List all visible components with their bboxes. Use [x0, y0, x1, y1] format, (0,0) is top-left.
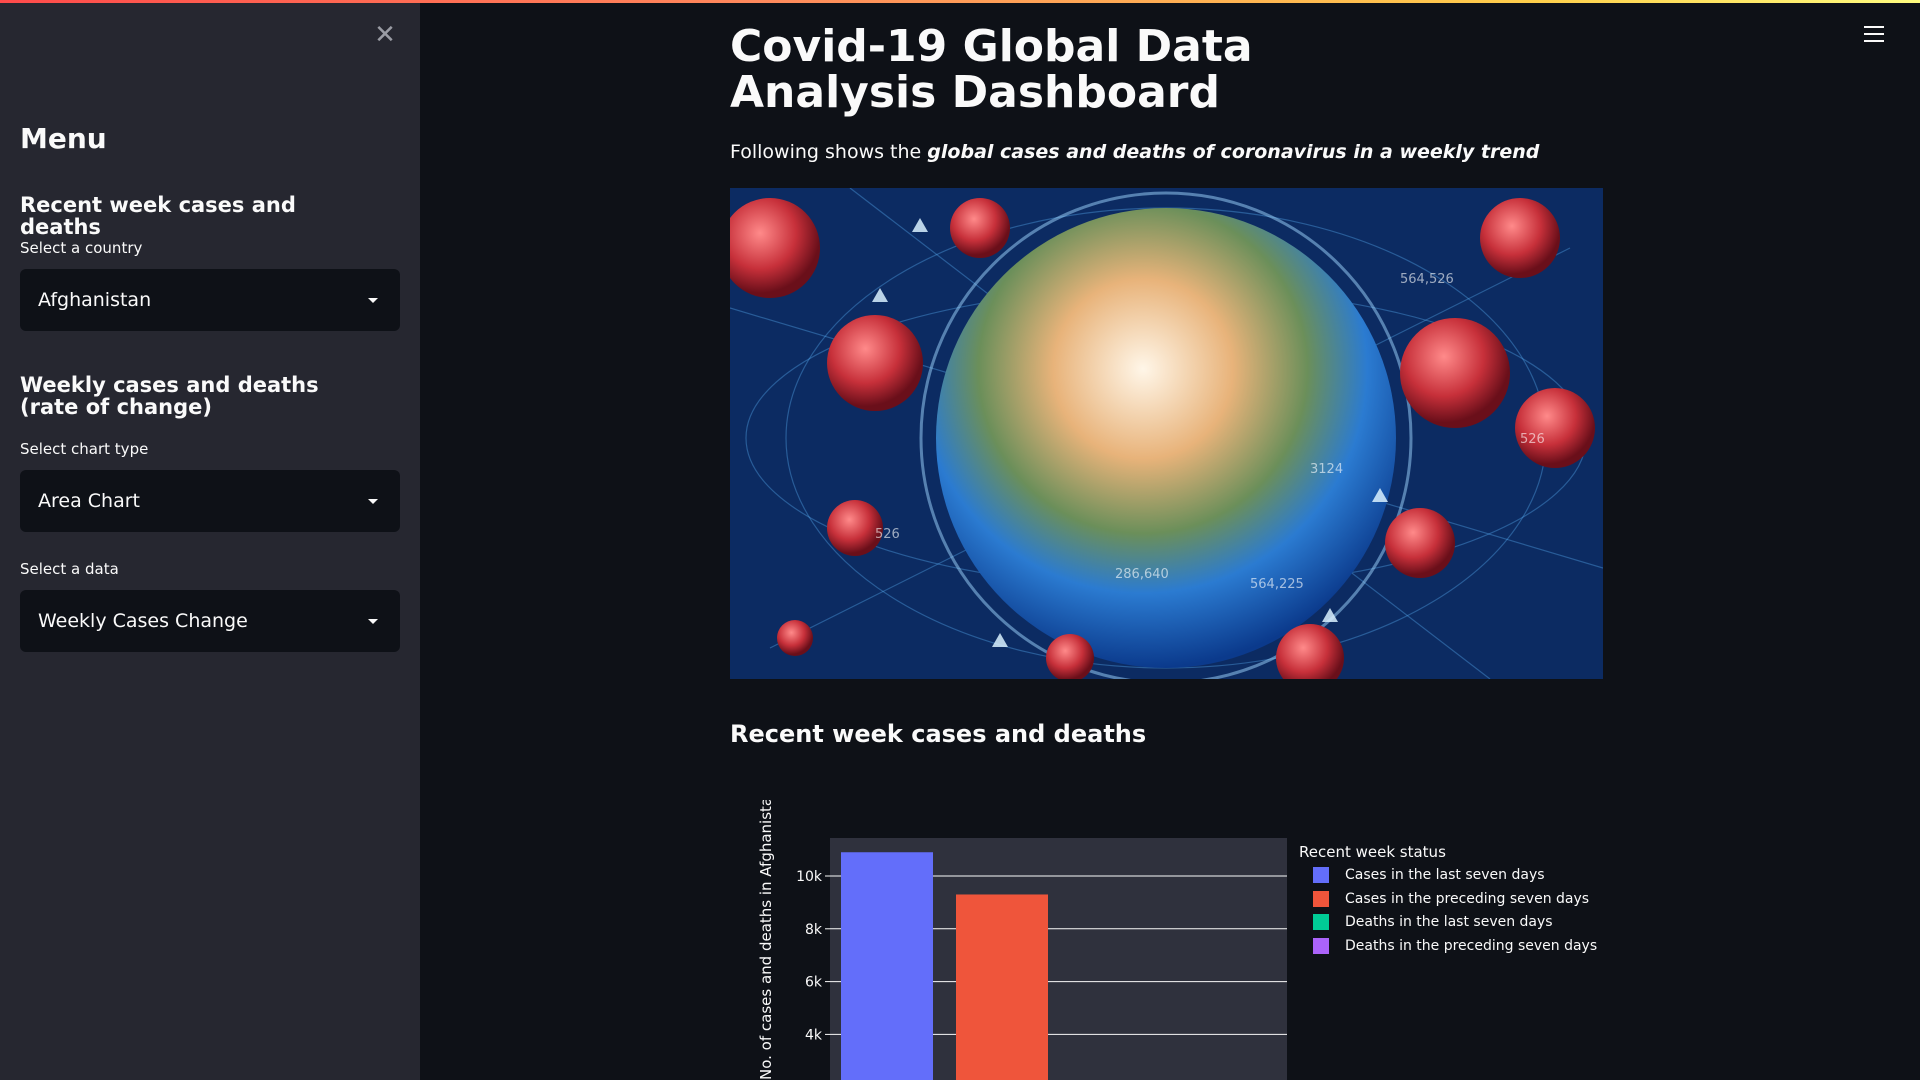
hero-label: 3124 [1310, 462, 1343, 477]
page-title: Covid-19 Global Data Analysis Dashboard [730, 21, 1253, 118]
legend-label: Deaths in the last seven days [1345, 914, 1553, 930]
chart-type-select-value: Area Chart [38, 490, 140, 512]
top-progress-bar [0, 0, 1920, 3]
country-select[interactable]: Afghanistan [20, 269, 400, 331]
close-icon: ✕ [374, 20, 396, 50]
subtitle-prefix: Following shows the [730, 141, 928, 163]
hero-label: 526 [875, 527, 900, 542]
legend-swatch [1313, 890, 1329, 907]
hero-label: 564,526 [1400, 272, 1454, 287]
data-select-label: Select a data [20, 560, 119, 578]
sidebar: ✕ Menu Recent week cases and deaths Sele… [0, 0, 420, 1080]
subtitle-emphasis: global cases and deaths of coronavirus i… [927, 141, 1540, 163]
legend-swatch [1313, 867, 1329, 883]
close-sidebar-button[interactable]: ✕ [370, 20, 400, 50]
chart-type-select[interactable]: Area Chart [20, 470, 400, 532]
hero-label: 526 [1520, 432, 1545, 447]
recent-week-bar-chart: 4k 6k 8k 10k No. of cases and deaths in Afg… [757, 800, 1287, 1080]
bar-1 [841, 852, 933, 1080]
virus-particle [777, 620, 813, 656]
legend-item[interactable]: Cases in the last seven days [1313, 866, 1545, 884]
legend-title: Recent week status [1299, 843, 1446, 861]
virus-particle [730, 198, 820, 298]
legend-swatch [1313, 914, 1329, 930]
sidebar-menu-title: Menu [20, 122, 107, 155]
data-select[interactable]: Weekly Cases Change [20, 590, 400, 652]
virus-particle [1046, 634, 1094, 679]
virus-particle [1515, 388, 1595, 468]
chart-type-select-label: Select chart type [20, 440, 149, 458]
y-tick-label: 6k [805, 975, 823, 991]
chevron-down-icon [368, 499, 378, 504]
page-subtitle: Following shows the global cases and dea… [730, 141, 1539, 163]
sidebar-section-recent-week: Recent week cases and deaths [20, 193, 296, 239]
country-select-value: Afghanistan [38, 289, 152, 311]
virus-particle [1480, 198, 1560, 278]
hero-image-globe-virus: 564,526 526 526 286,640 564,225 3124 [730, 188, 1603, 679]
y-tick-label: 8k [805, 922, 823, 938]
legend-item[interactable]: Deaths in the last seven days [1313, 913, 1553, 931]
legend-label: Cases in the last seven days [1345, 867, 1545, 883]
hero-label: 564,225 [1250, 577, 1304, 592]
legend-item[interactable]: Deaths in the preceding seven days [1313, 937, 1597, 955]
country-select-label: Select a country [20, 239, 143, 257]
sidebar-section-weekly-rate: Weekly cases and deaths (rate of change) [20, 373, 319, 419]
data-select-value: Weekly Cases Change [38, 610, 248, 632]
virus-particle [950, 198, 1010, 258]
virus-particle [827, 315, 923, 411]
globe-shape [936, 208, 1396, 668]
legend-label: Cases in the preceding seven days [1345, 890, 1590, 907]
y-axis-label: No. of cases and deaths in Afghanistan [757, 800, 775, 1080]
chevron-down-icon [368, 619, 378, 624]
legend-label: Deaths in the preceding seven days [1345, 937, 1598, 954]
chevron-down-icon [368, 298, 378, 303]
hamburger-icon [1864, 26, 1884, 42]
y-tick-label: 4k [805, 1027, 823, 1043]
y-tick-label: 10k [796, 869, 823, 885]
virus-particle [1276, 624, 1344, 679]
virus-particle [1385, 508, 1455, 578]
main-menu-button[interactable] [1864, 26, 1884, 42]
virus-particle [1400, 318, 1510, 428]
virus-particle [827, 500, 883, 556]
bar-2 [956, 894, 1048, 1080]
hero-label: 286,640 [1115, 567, 1169, 582]
legend-swatch [1313, 937, 1329, 954]
legend-item[interactable]: Cases in the preceding seven days [1313, 890, 1589, 908]
section-heading-recent-week: Recent week cases and deaths [730, 720, 1147, 748]
